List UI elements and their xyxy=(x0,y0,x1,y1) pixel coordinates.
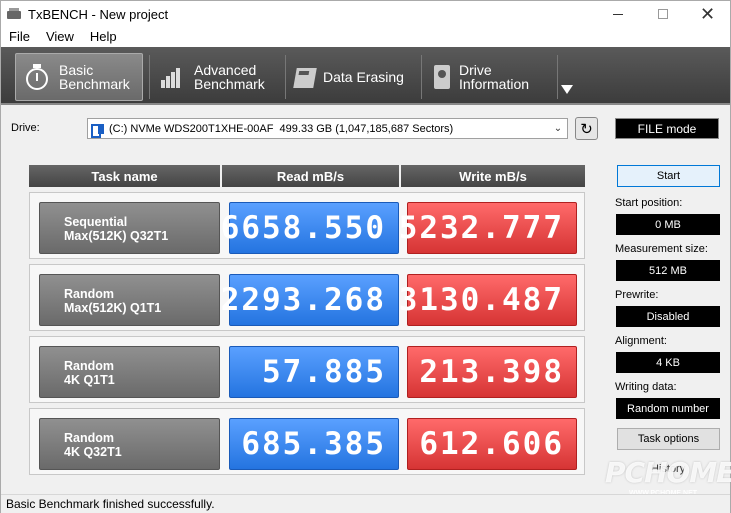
prewrite-value[interactable]: Disabled xyxy=(616,306,720,327)
task-button-rnd-4k-q1t1[interactable]: Random 4K Q1T1 xyxy=(39,346,220,398)
table-row: Random 4K Q1T1 57.885 213.398 xyxy=(29,336,585,403)
menu-view[interactable]: View xyxy=(45,29,74,44)
tab-advanced-benchmark-label: Advanced Benchmark xyxy=(194,62,265,92)
stopwatch-icon xyxy=(24,64,50,90)
drive-info-icon xyxy=(429,64,451,90)
watermark-brand: PCHOME xyxy=(605,456,731,489)
prewrite-label: Prewrite: xyxy=(615,289,659,301)
refresh-icon: ↻ xyxy=(580,119,593,138)
drive-label: Drive: xyxy=(11,122,40,134)
watermark-url: WWW.PCHOME.NET xyxy=(629,490,697,497)
file-mode-indicator[interactable]: FILE mode xyxy=(615,118,719,139)
erase-disk-icon xyxy=(293,64,317,90)
tab-basic-benchmark[interactable]: Basic Benchmark xyxy=(15,53,143,101)
window-controls: ✕ xyxy=(595,1,730,27)
task-button-rnd-max-q1t1[interactable]: Random Max(512K) Q1T1 xyxy=(39,274,220,326)
close-button[interactable]: ✕ xyxy=(685,1,730,27)
write-value: 3130.487 xyxy=(399,274,577,326)
drive-app-icon xyxy=(6,6,22,22)
writing-data-value[interactable]: Random number xyxy=(616,398,720,419)
read-value: 57.885 xyxy=(229,346,399,398)
tab-basic-benchmark-label: Basic Benchmark xyxy=(59,62,130,92)
toolbar-divider xyxy=(557,55,558,99)
close-icon: ✕ xyxy=(699,3,716,25)
write-value: 5232.777 xyxy=(399,202,577,254)
header-write: Write mB/s xyxy=(401,165,585,187)
read-value: 2293.268 xyxy=(221,274,399,326)
start-button[interactable]: Start xyxy=(617,165,720,187)
maximize-button[interactable] xyxy=(640,1,685,27)
alignment-value[interactable]: 4 KB xyxy=(616,352,720,373)
task-options-button[interactable]: Task options xyxy=(617,428,720,450)
toolbar-divider xyxy=(421,55,422,99)
minimize-button[interactable] xyxy=(595,1,640,27)
header-read: Read mB/s xyxy=(222,165,401,187)
header-task-name: Task name xyxy=(29,165,222,187)
alignment-label: Alignment: xyxy=(615,335,667,347)
menu-help[interactable]: Help xyxy=(89,29,117,44)
table-row: Random Max(512K) Q1T1 2293.268 3130.487 xyxy=(29,264,585,331)
toolbar-divider xyxy=(285,55,286,99)
start-position-label: Start position: xyxy=(615,197,683,209)
status-bar: Basic Benchmark finished successfully. xyxy=(1,494,730,513)
tab-advanced-benchmark[interactable]: Advanced Benchmark xyxy=(151,53,281,101)
write-value: 213.398 xyxy=(407,346,577,398)
tab-drive-information-label: Drive Information xyxy=(459,62,530,92)
task-button-seq-q32t1[interactable]: Sequential Max(512K) Q32T1 xyxy=(39,202,220,254)
results-table-header: Task name Read mB/s Write mB/s xyxy=(29,165,585,187)
drive-select[interactable]: (C:) NVMe WDS200T1XHE-00AF 499.33 GB (1,… xyxy=(87,118,568,139)
status-text: Basic Benchmark finished successfully. xyxy=(6,497,215,511)
write-value: 612.606 xyxy=(407,418,577,470)
maximize-icon xyxy=(657,9,668,19)
window-title: TxBENCH - New project xyxy=(28,6,169,22)
bar-chart-icon xyxy=(159,64,185,90)
read-value: 685.385 xyxy=(229,418,399,470)
nvme-drive-icon xyxy=(91,123,105,138)
main-toolbar: Basic Benchmark Advanced Benchmark Data … xyxy=(1,47,730,105)
chevron-down-icon: ⌄ xyxy=(553,123,563,134)
refresh-button[interactable]: ↻ xyxy=(575,117,598,140)
table-row: Sequential Max(512K) Q32T1 6658.550 5232… xyxy=(29,192,585,259)
read-value: 6658.550 xyxy=(221,202,399,254)
tab-drive-information[interactable]: Drive Information xyxy=(423,53,553,101)
title-bar: TxBENCH - New project ✕ xyxy=(1,1,730,27)
menu-bar: File View Help xyxy=(1,27,730,47)
table-row: Random 4K Q32T1 685.385 612.606 xyxy=(29,408,585,475)
task-button-rnd-4k-q32t1[interactable]: Random 4K Q32T1 xyxy=(39,418,220,470)
measurement-size-value[interactable]: 512 MB xyxy=(616,260,720,281)
writing-data-label: Writing data: xyxy=(615,381,677,393)
toolbar-divider xyxy=(149,55,150,99)
start-position-value[interactable]: 0 MB xyxy=(616,214,720,235)
menu-file[interactable]: File xyxy=(9,29,30,44)
tab-data-erasing-label: Data Erasing xyxy=(323,69,404,85)
history-button[interactable]: History xyxy=(651,463,686,475)
watermark-logo: PCHOME WWW.PCHOME.NET xyxy=(595,456,731,502)
dropdown-arrow-icon[interactable] xyxy=(561,85,573,94)
measurement-size-label: Measurement size: xyxy=(615,243,708,255)
tab-data-erasing[interactable]: Data Erasing xyxy=(287,53,417,101)
minimize-icon xyxy=(612,13,623,15)
drive-selected-value: (C:) NVMe WDS200T1XHE-00AF 499.33 GB (1,… xyxy=(109,122,454,135)
